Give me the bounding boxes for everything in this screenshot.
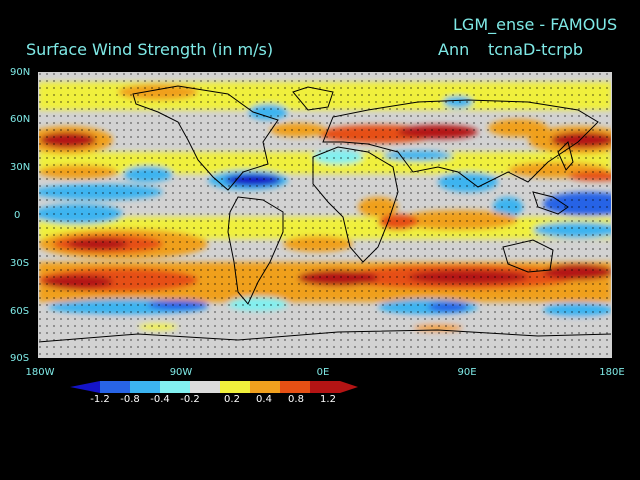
y-tick-label: 60N [10,114,31,125]
colorbar-swatch [100,381,130,393]
x-tick-label: 90W [169,367,193,378]
colorbar-swatch-high [310,381,358,393]
colorbar-tick-label: 0.8 [288,394,304,405]
season-label: Ann [438,40,470,59]
y-tick-label: 90N [10,67,31,78]
colorbar-swatch-low [70,381,100,393]
colorbar-swatch [280,381,310,393]
x-tick-label: 90E [457,367,477,378]
colorbar-tick-label: -0.4 [150,394,170,405]
colorbar-swatch [130,381,160,393]
colorbar [70,381,358,393]
y-tick-label: 30S [10,258,30,269]
wind-vector-field [38,72,612,358]
coastlines [38,85,612,343]
colorbar-tick-label: -1.2 [90,394,110,405]
colorbar-swatch [160,381,190,393]
experiment-title: LGM_ense - FAMOUS [453,15,618,34]
map-frame [38,72,612,358]
wind-anomaly-map [38,72,612,358]
y-tick-label: 60S [10,306,30,317]
colorbar-swatch [220,381,250,393]
colorbar-tick-label: 1.2 [320,394,336,405]
plot-title: Surface Wind Strength (in m/s) [26,40,274,59]
colorbar-swatch [250,381,280,393]
colorbar-tick-label: 0.4 [256,394,272,405]
colorbar-tick-label: -0.2 [180,394,200,405]
colorbar-tick-label: 0.2 [224,394,240,405]
colorbar-tick-label: -0.8 [120,394,140,405]
colorbar-swatch [190,381,220,393]
x-tick-label: 180W [25,367,55,378]
x-tick-label: 180E [599,367,625,378]
x-tick-label: 0E [316,367,330,378]
y-tick-label: 0 [14,210,21,221]
difference-label: tcnaD-tcrpb [488,40,584,59]
y-tick-label: 90S [10,353,30,364]
y-tick-label: 30N [10,162,31,173]
